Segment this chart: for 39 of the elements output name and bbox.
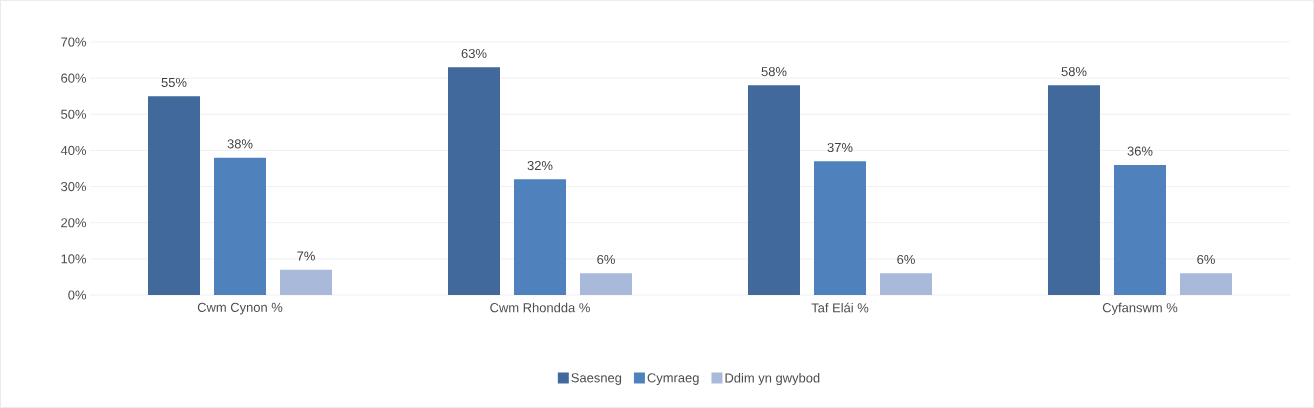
y-tick-label: 40%	[60, 145, 87, 156]
data-label: 32%	[527, 160, 553, 171]
bar	[214, 157, 266, 295]
data-label: 36%	[1127, 146, 1153, 156]
data-label: 6%	[1197, 254, 1215, 265]
x-tick-label: Taf Elái %	[811, 302, 869, 313]
bar	[1179, 273, 1232, 295]
x-tick-label: Cyfanswm %	[1102, 302, 1178, 315]
bar	[447, 67, 500, 295]
y-tick-label: 20%	[61, 218, 87, 228]
data-label: 55%	[161, 77, 187, 88]
x-tick-label: Cwm Cynon %	[197, 302, 283, 315]
x-tick-label: Cwm Rhondda %	[490, 302, 590, 313]
legend-label: Cymraeg	[647, 373, 699, 385]
data-label: 6%	[597, 254, 615, 265]
bar	[879, 273, 932, 295]
legend-label: Ddim yn gwybod	[725, 373, 820, 386]
bar	[280, 269, 332, 295]
y-tick-label: 50%	[61, 109, 87, 119]
bar	[1113, 164, 1166, 295]
data-label: 6%	[897, 254, 915, 265]
data-label: 58%	[1061, 67, 1087, 77]
y-tick-label: 70%	[61, 37, 87, 47]
data-label: 63%	[461, 48, 487, 59]
data-label: 38%	[227, 139, 253, 149]
legend-label: Saesneg	[571, 373, 622, 385]
data-label: 37%	[827, 142, 853, 153]
bar	[813, 161, 866, 295]
bar	[514, 179, 566, 295]
y-tick-label: 10%	[61, 254, 87, 264]
y-tick-label: 60%	[61, 73, 87, 83]
y-tick-label: 0%	[68, 290, 87, 300]
data-label: 7%	[297, 251, 315, 261]
bar	[747, 85, 800, 295]
y-tick-label: 30%	[61, 181, 87, 192]
bar	[580, 273, 632, 295]
bar	[148, 96, 200, 295]
bar	[1047, 85, 1100, 295]
data-label: 58%	[761, 67, 787, 77]
